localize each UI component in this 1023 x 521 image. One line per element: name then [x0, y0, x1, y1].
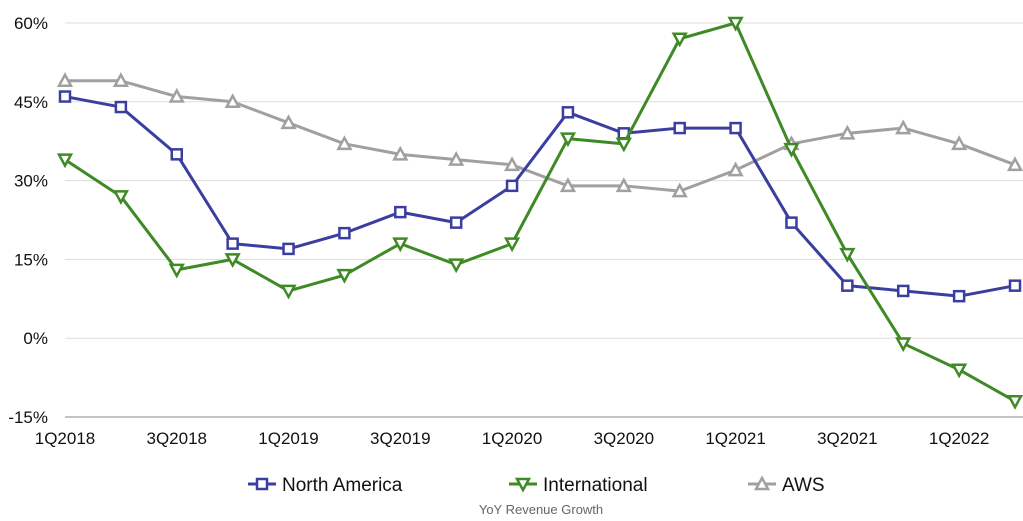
y-tick-label: -15% — [8, 408, 48, 427]
series-line-aws — [65, 79, 1016, 193]
data-point-north-america — [729, 121, 742, 135]
data-point-north-america — [505, 179, 519, 193]
y-tick-label: 60% — [14, 14, 48, 33]
data-point-north-america — [58, 90, 72, 103]
x-tick-label: 1Q2021 — [705, 429, 766, 448]
x-tick-label: 3Q2020 — [594, 429, 655, 448]
data-point-international — [951, 363, 968, 379]
data-point-north-america — [394, 205, 407, 219]
data-point-international — [671, 32, 688, 48]
legend-marker — [514, 477, 532, 493]
data-point-aws — [671, 182, 688, 198]
data-point-aws — [1006, 156, 1023, 172]
series-north-america — [58, 90, 1022, 303]
data-point-international — [895, 337, 912, 353]
data-point-north-america — [1008, 279, 1022, 292]
data-point-aws — [839, 124, 856, 140]
x-tick-label: 3Q2021 — [817, 429, 878, 448]
data-point-international — [839, 247, 856, 263]
series-aws — [56, 72, 1023, 198]
data-point-north-america — [282, 242, 295, 256]
series-line-north-america — [64, 95, 1016, 298]
x-tick-label: 1Q2019 — [258, 429, 319, 448]
data-point-international — [727, 16, 744, 32]
data-point-aws — [503, 156, 521, 172]
legend-label: North America — [282, 475, 403, 496]
legend-label: AWS — [782, 475, 825, 496]
data-point-aws — [112, 72, 129, 88]
data-point-north-america — [952, 289, 966, 303]
data-point-aws — [224, 93, 241, 109]
legend-marker — [255, 477, 269, 491]
legend-item-international: International — [509, 475, 648, 496]
x-tick-label: 1Q2018 — [35, 429, 96, 448]
legend: North America International AWS — [248, 475, 825, 496]
data-point-international — [168, 263, 185, 279]
data-point-international — [336, 268, 353, 284]
y-tick-label: 0% — [23, 329, 48, 348]
data-point-aws — [951, 135, 968, 151]
data-point-international — [112, 190, 129, 205]
data-point-aws — [448, 150, 465, 166]
data-point-aws — [895, 119, 912, 135]
series-international — [56, 16, 1023, 410]
data-point-aws — [56, 72, 74, 88]
data-point-north-america — [114, 100, 128, 114]
legend-item-aws: AWS — [748, 475, 825, 496]
x-axis: 1Q2018 3Q2018 1Q2019 3Q2019 1Q2020 3Q2020 1Q20… — [35, 429, 990, 448]
data-point-north-america — [449, 216, 463, 229]
data-point-aws — [336, 135, 353, 151]
y-tick-label: 45% — [14, 93, 48, 112]
data-point-aws — [392, 145, 409, 161]
data-point-international — [224, 253, 241, 269]
data-point-international — [56, 153, 74, 169]
data-point-international — [559, 132, 577, 148]
legend-marker — [753, 475, 771, 491]
legend-item-north-america: North America — [248, 475, 403, 496]
y-axis: -15% 0% 15% 30% 45% 60% — [8, 14, 48, 427]
data-point-north-america — [896, 284, 910, 298]
data-point-international — [280, 284, 297, 300]
y-tick-label: 30% — [14, 172, 48, 191]
x-tick-label: 1Q2020 — [482, 429, 543, 448]
x-tick-label: 3Q2018 — [147, 429, 208, 448]
legend-label: International — [543, 475, 648, 496]
grid — [65, 22, 1023, 418]
data-point-international — [503, 237, 521, 253]
data-point-international — [1006, 394, 1023, 410]
data-point-aws — [727, 161, 744, 177]
data-point-aws — [559, 177, 577, 193]
y-tick-label: 15% — [14, 250, 48, 269]
series-group — [56, 16, 1023, 410]
data-point-international — [392, 237, 409, 253]
data-point-aws — [615, 177, 632, 193]
data-point-aws — [280, 114, 297, 130]
series-line-international — [64, 21, 1016, 403]
x-tick-label: 1Q2022 — [929, 429, 990, 448]
data-point-international — [448, 258, 465, 274]
x-tick-label: 3Q2019 — [370, 429, 431, 448]
data-point-north-america — [785, 216, 798, 229]
data-point-aws — [168, 87, 185, 103]
data-point-north-america — [673, 121, 686, 135]
data-point-north-america — [170, 148, 184, 161]
chart-title: YoY Revenue Growth — [479, 502, 603, 517]
data-point-north-america — [561, 106, 575, 119]
data-point-north-america — [338, 226, 351, 240]
data-point-international — [783, 142, 800, 158]
data-point-north-america — [841, 279, 854, 292]
data-point-international — [615, 137, 632, 153]
data-point-north-america — [226, 237, 239, 250]
